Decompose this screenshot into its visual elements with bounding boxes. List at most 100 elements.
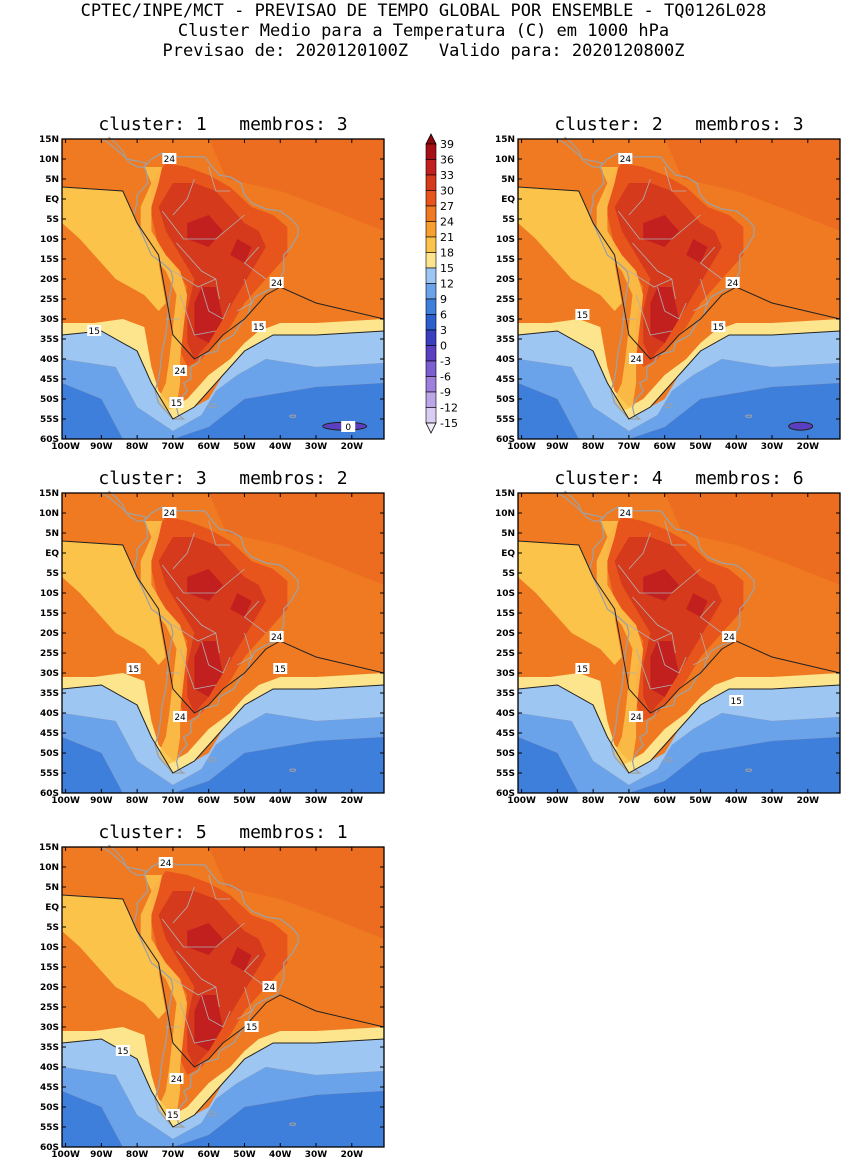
contour-label: 15 (711, 321, 726, 333)
lon-tick-label: 90W (546, 442, 569, 452)
lat-tick-label: 55S (40, 415, 59, 425)
contour-line-24 (517, 186, 841, 360)
temperature-band (62, 383, 123, 439)
lat-tick-label: 40S (40, 1063, 59, 1073)
contour-line-24 (61, 540, 385, 714)
lat-tick-label: 15S (40, 255, 59, 265)
svg-text:15: 15 (731, 697, 742, 707)
lon-tick-label: 60W (653, 796, 676, 806)
contour-line-15 (61, 330, 385, 420)
lat-tick-label: 5S (46, 923, 59, 933)
country-boundary (693, 278, 709, 312)
country-boundary (161, 564, 245, 594)
lat-tick-label: 15S (40, 963, 59, 973)
temperature-band (62, 895, 166, 1019)
svg-text:15: 15 (88, 327, 99, 337)
lat-tick-label: 15N (39, 843, 59, 853)
lat-tick-label: EQ (501, 549, 515, 559)
country-boundary (635, 294, 672, 336)
lat-tick-label: 60S (40, 435, 59, 445)
lat-tick-label: 50S (40, 395, 59, 405)
country-boundary (657, 286, 687, 320)
colorbar-swatch (425, 283, 437, 300)
lat-tick-label: 10S (40, 589, 59, 599)
temperature-band (518, 541, 622, 665)
svg-text:15: 15 (117, 1047, 128, 1057)
lon-tick-label: 50W (233, 1150, 256, 1160)
colorbar-swatch (425, 143, 437, 160)
central-america-coastline (101, 136, 147, 168)
country-boundary (628, 270, 672, 288)
lon-tick-label: 50W (689, 442, 712, 452)
lon-tick-label: 40W (725, 442, 748, 452)
temperature-band (62, 673, 384, 773)
lat-tick-label: 10N (39, 155, 59, 165)
country-boundary (237, 986, 253, 1020)
falkland-islands (663, 403, 673, 409)
lat-tick-label: 45S (496, 375, 515, 385)
contour-label: 24 (162, 153, 177, 165)
colorbar-swatch (425, 329, 437, 346)
temperature-band (62, 331, 384, 431)
contour-line-15 (517, 684, 841, 774)
lat-tick-label: 45S (40, 729, 59, 739)
temperature-band (172, 737, 384, 793)
colorbar-swatch (425, 407, 437, 424)
contour-line-15 (517, 330, 841, 420)
andes-cool-band (140, 167, 188, 411)
country-boundary (201, 640, 231, 674)
temperature-band (518, 187, 622, 311)
falkland-islands (207, 403, 217, 409)
temperature-band (194, 995, 223, 1051)
contour-line-24 (61, 186, 385, 360)
lon-tick-label: 90W (90, 442, 113, 452)
contour-label: 15 (87, 325, 102, 337)
svg-text:24: 24 (723, 633, 735, 643)
lat-tick-label: 30S (496, 669, 515, 679)
svg-text:24: 24 (164, 155, 176, 165)
contour-label: 15 (575, 309, 590, 321)
country-boundary (172, 886, 195, 924)
contour-label: 15 (575, 663, 590, 675)
lat-tick-label: EQ (45, 195, 59, 205)
lat-tick-label: 15N (495, 135, 515, 145)
country-boundary (699, 600, 723, 634)
colorbar-label: -12 (440, 402, 458, 415)
map-panel-5: 15N 10N 5N EQ 5S 10S 15S 20S 25S 30S 35S 40S 45S 50S 5… (30, 840, 390, 1160)
country-boundary (664, 166, 687, 192)
contour-label: 24 (629, 353, 644, 365)
lon-tick-label: 50W (689, 796, 712, 806)
country-boundary (161, 210, 245, 240)
colorbar-swatch (425, 391, 437, 408)
lat-tick-label: 60S (496, 789, 515, 799)
panel-3-title: cluster: 3 membros: 2 (98, 468, 348, 489)
contour-label: 15 (273, 663, 288, 675)
panel-2-title: cluster: 2 membros: 3 (554, 114, 804, 135)
lon-tick-label: 100W (51, 796, 80, 806)
colorbar-swatch (425, 159, 437, 176)
country-boundary (237, 278, 253, 312)
lat-tick-label: 35S (40, 1043, 59, 1053)
lat-tick-label: 5S (502, 569, 515, 579)
lon-tick-label: 90W (546, 796, 569, 806)
lon-tick-label: 30W (305, 442, 328, 452)
lat-tick-label: 20S (40, 275, 59, 285)
colorbar-label: 9 (440, 293, 447, 306)
andes-cool-band (596, 521, 644, 765)
colorbar-swatch (425, 345, 437, 362)
temperature-band (62, 737, 123, 793)
lon-tick-label: 80W (582, 442, 605, 452)
svg-text:15: 15 (128, 665, 139, 675)
contour-label: 24 (173, 365, 188, 377)
lat-tick-label: EQ (501, 195, 515, 205)
contour-label: 24 (725, 277, 740, 289)
lat-tick-label: 45S (496, 729, 515, 739)
temperature-band (686, 593, 708, 617)
lon-tick-label: 80W (126, 1150, 149, 1160)
map-panel-2: 15N 10N 5N EQ 5S 10S 15S 20S 25S 30S 35S 40S 45S 50S 5… (486, 132, 846, 452)
lon-tick-label: 80W (126, 442, 149, 452)
lat-tick-label: 10S (496, 235, 515, 245)
temperature-band (62, 187, 166, 311)
lat-tick-label: 15N (39, 135, 59, 145)
south-georgia-island (289, 768, 297, 772)
